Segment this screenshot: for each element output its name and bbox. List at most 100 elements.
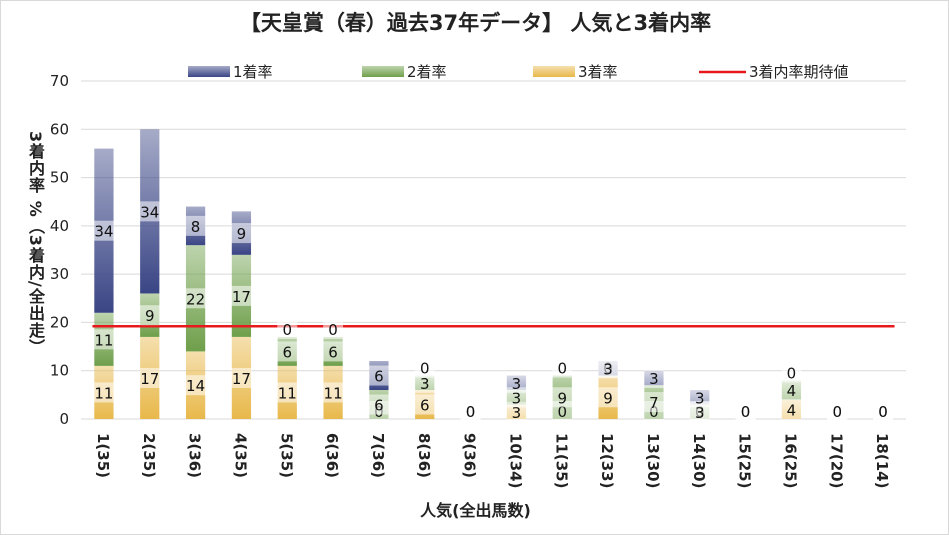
x-tick-label: 3(36) xyxy=(186,433,204,478)
data-label: 17 xyxy=(140,370,159,388)
y-axis-label: 3着内率 %（3着内/全出走） xyxy=(26,131,45,356)
legend-entry: 3着内率期待値 xyxy=(749,63,849,81)
data-label-bg xyxy=(368,394,389,415)
data-label-bg xyxy=(414,394,435,415)
x-axis-label: 人気(全出馬数) xyxy=(420,501,531,520)
data-label-bg xyxy=(598,387,619,408)
data-label-bg xyxy=(231,223,252,244)
x-tick-label: 13(30) xyxy=(644,433,662,488)
data-label-bg xyxy=(414,372,435,393)
data-label: 0 xyxy=(557,360,567,378)
x-tick-label: 1(35) xyxy=(94,433,112,478)
x-tick-label: 15(25) xyxy=(736,433,754,488)
legend-entry: 2着率 xyxy=(407,63,447,81)
x-tick-label: 17(20) xyxy=(827,433,845,488)
legend-swatch xyxy=(533,66,575,77)
gridlines xyxy=(81,80,906,420)
y-tick-labels: 0 10 20 30 40 50 60 70 xyxy=(50,72,69,428)
chart-title: 【天皇賞（春）過去37年データ】 人気と3着内率 xyxy=(239,11,712,35)
x-tick-label: 4(35) xyxy=(231,433,249,478)
data-label-bg xyxy=(552,357,573,378)
data-label: 7 xyxy=(649,394,659,412)
data-label: 0 xyxy=(787,364,797,382)
data-label-bg xyxy=(873,401,894,421)
y-tick-label: 20 xyxy=(50,313,69,331)
data-label: 6 xyxy=(282,343,292,361)
data-label: 11 xyxy=(324,384,343,402)
data-label-bg xyxy=(643,392,664,413)
data-label-bg xyxy=(277,318,298,339)
data-label: 9 xyxy=(145,307,155,325)
data-label: 0 xyxy=(420,360,430,378)
data-label-bg xyxy=(139,305,160,326)
data-label: 11 xyxy=(94,384,113,402)
data-label: 0 xyxy=(466,403,476,421)
y-tick-label: 50 xyxy=(50,169,69,187)
data-label: 0 xyxy=(741,403,751,421)
data-label-bg xyxy=(277,382,298,403)
data-label: 3 xyxy=(695,389,705,407)
data-label: 8 xyxy=(191,218,201,236)
legend-swatch xyxy=(188,66,230,77)
data-label-bg xyxy=(231,285,252,306)
legend: 1着率 2着率 3着率 3着内率期待値 xyxy=(188,63,849,81)
y-tick-label: 40 xyxy=(50,217,69,235)
data-label-bg xyxy=(781,362,802,383)
x-tick-label: 8(36) xyxy=(415,433,433,478)
data-label-bg xyxy=(552,387,573,408)
y-tick-label: 10 xyxy=(50,362,69,380)
data-label: 3 xyxy=(420,375,430,393)
x-tick-label: 5(35) xyxy=(277,433,295,478)
data-label: 17 xyxy=(232,370,251,388)
data-label: 3 xyxy=(512,389,522,407)
data-label-bg xyxy=(598,358,619,379)
data-label: 3 xyxy=(512,375,522,393)
data-label-bg xyxy=(735,401,756,421)
data-label: 4 xyxy=(787,401,797,419)
data-label-bg xyxy=(185,215,206,236)
legend-swatch xyxy=(362,66,404,77)
data-label: 6 xyxy=(420,397,430,415)
x-tick-label: 10(34) xyxy=(506,433,524,488)
data-label-bg xyxy=(781,380,802,401)
data-label: 3 xyxy=(603,360,613,378)
x-tick-label: 7(36) xyxy=(369,433,387,478)
data-label: 6 xyxy=(328,343,338,361)
data-label: 0 xyxy=(557,403,567,421)
x-tick-label: 18(14) xyxy=(873,433,891,488)
y-tick-label: 30 xyxy=(50,265,69,283)
x-tick-labels: 1(35) 2(35) 3(36) 4(35) 5(35) 6(36) 7(36) 8(36)… xyxy=(94,433,891,488)
data-label: 9 xyxy=(557,389,567,407)
data-labels: 1111341793414228171791160116006663000033… xyxy=(93,201,894,422)
x-tick-label: 16(25) xyxy=(781,433,799,488)
legend-entry: 3着率 xyxy=(578,63,618,81)
data-label-bg xyxy=(231,367,252,388)
data-label-bg xyxy=(827,401,848,421)
data-label-bg xyxy=(368,365,389,386)
data-label: 6 xyxy=(374,368,384,386)
data-label: 4 xyxy=(787,382,797,400)
data-label-bg xyxy=(781,399,802,420)
data-label: 9 xyxy=(603,389,613,407)
data-label: 11 xyxy=(278,384,297,402)
data-label: 34 xyxy=(140,203,159,221)
data-label-bg xyxy=(414,357,435,378)
data-label-bg xyxy=(93,220,114,241)
data-label-bg xyxy=(93,329,114,350)
data-label-bg xyxy=(139,367,160,388)
data-label-bg xyxy=(277,341,298,362)
data-label: 3 xyxy=(695,404,705,422)
data-label: 0 xyxy=(878,403,888,421)
data-label: 6 xyxy=(374,397,384,415)
x-tick-label: 11(35) xyxy=(552,433,570,488)
x-tick-label: 9(36) xyxy=(461,433,479,478)
data-label-bg xyxy=(643,367,664,388)
data-label: 17 xyxy=(232,288,251,306)
x-tick-label: 14(30) xyxy=(690,433,708,488)
data-label-bg xyxy=(689,387,710,408)
data-label-bg xyxy=(323,341,344,362)
data-label-bg xyxy=(185,375,206,396)
data-label-bg xyxy=(323,382,344,403)
